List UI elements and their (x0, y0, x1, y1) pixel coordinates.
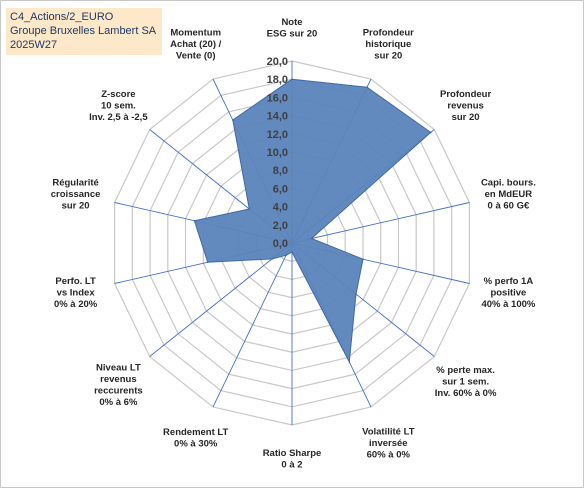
data-point (271, 258, 273, 260)
category-label: Z-score 10 sem. Inv. 2,5 à -2,5 (89, 89, 148, 123)
data-point (310, 237, 313, 240)
tick-label: 14,0 (267, 111, 288, 123)
tick-label: 16,0 (267, 92, 288, 104)
radar-series (193, 78, 432, 364)
category-label: Rendement LT 0% à 30% (163, 427, 228, 450)
category-label: Niveau LT revenus reccurents 0% à 6% (94, 363, 143, 409)
tick-label: 2,0 (273, 220, 288, 232)
data-point (366, 86, 368, 88)
data-point (348, 361, 351, 363)
radar-spoke (291, 202, 470, 244)
tick-label: 10,0 (267, 147, 288, 159)
data-point (248, 208, 251, 210)
tick-label: 0,0 (273, 238, 288, 250)
category-label: Ratio Sharpe 0 à 2 (263, 448, 322, 471)
data-point (362, 258, 364, 261)
data-point (355, 293, 357, 295)
tick-label: 4,0 (273, 202, 288, 214)
radar-spoke (149, 242, 293, 357)
title-line-period: 2025W27 (10, 39, 58, 51)
tick-label: 6,0 (273, 183, 288, 195)
data-point (291, 251, 293, 253)
tick-label: 20,0 (267, 56, 288, 68)
data-point (291, 78, 293, 80)
tick-label: 12,0 (267, 129, 288, 141)
title-line-fund: C4_Actions/2_EURO (10, 11, 114, 23)
category-label: Capi. bours. en MdEUR 0 à 60 G€ (481, 178, 536, 212)
category-label: Perfo. LT vs Index 0% à 20% (54, 276, 98, 310)
category-label: % perte max. sur 1 sem. Inv. 60% à 0% (435, 365, 497, 399)
tick-label: 8,0 (273, 165, 288, 177)
title-line-company: Groupe Bruxelles Lambert SA (10, 25, 157, 37)
data-point (232, 119, 234, 121)
category-label: % perfo 1A positive 40% à 100% (481, 276, 535, 310)
category-label: Volatilité LT inversée 60% à 0% (362, 426, 415, 460)
data-point (429, 131, 432, 134)
category-label: Profondeur revenus sur 20 (440, 89, 491, 123)
data-point (206, 261, 209, 264)
radar-spoke (212, 242, 293, 408)
category-labels: Note ESG sur 20 Profondeur historique sur 20… (51, 17, 536, 471)
data-point (193, 219, 196, 222)
chart-title-box: C4_Actions/2_EURO Groupe Bruxelles Lambe… (6, 8, 163, 55)
series-area (193, 78, 432, 364)
data-point (285, 254, 287, 257)
category-label: Note ESG sur 20 (267, 17, 318, 40)
category-label: Régularité croissance sur 20 (51, 178, 101, 212)
radial-tick-labels: 0,0 2,0 4,0 6,0 8,0 10,0 12,0 14,0 16,0 18,0 20,0 (267, 56, 288, 250)
tick-label: 18,0 (267, 74, 288, 86)
category-label: Momentum Achat (20) / Vente (0) (170, 28, 222, 62)
category-label: Profondeur historique sur 20 (363, 28, 414, 62)
